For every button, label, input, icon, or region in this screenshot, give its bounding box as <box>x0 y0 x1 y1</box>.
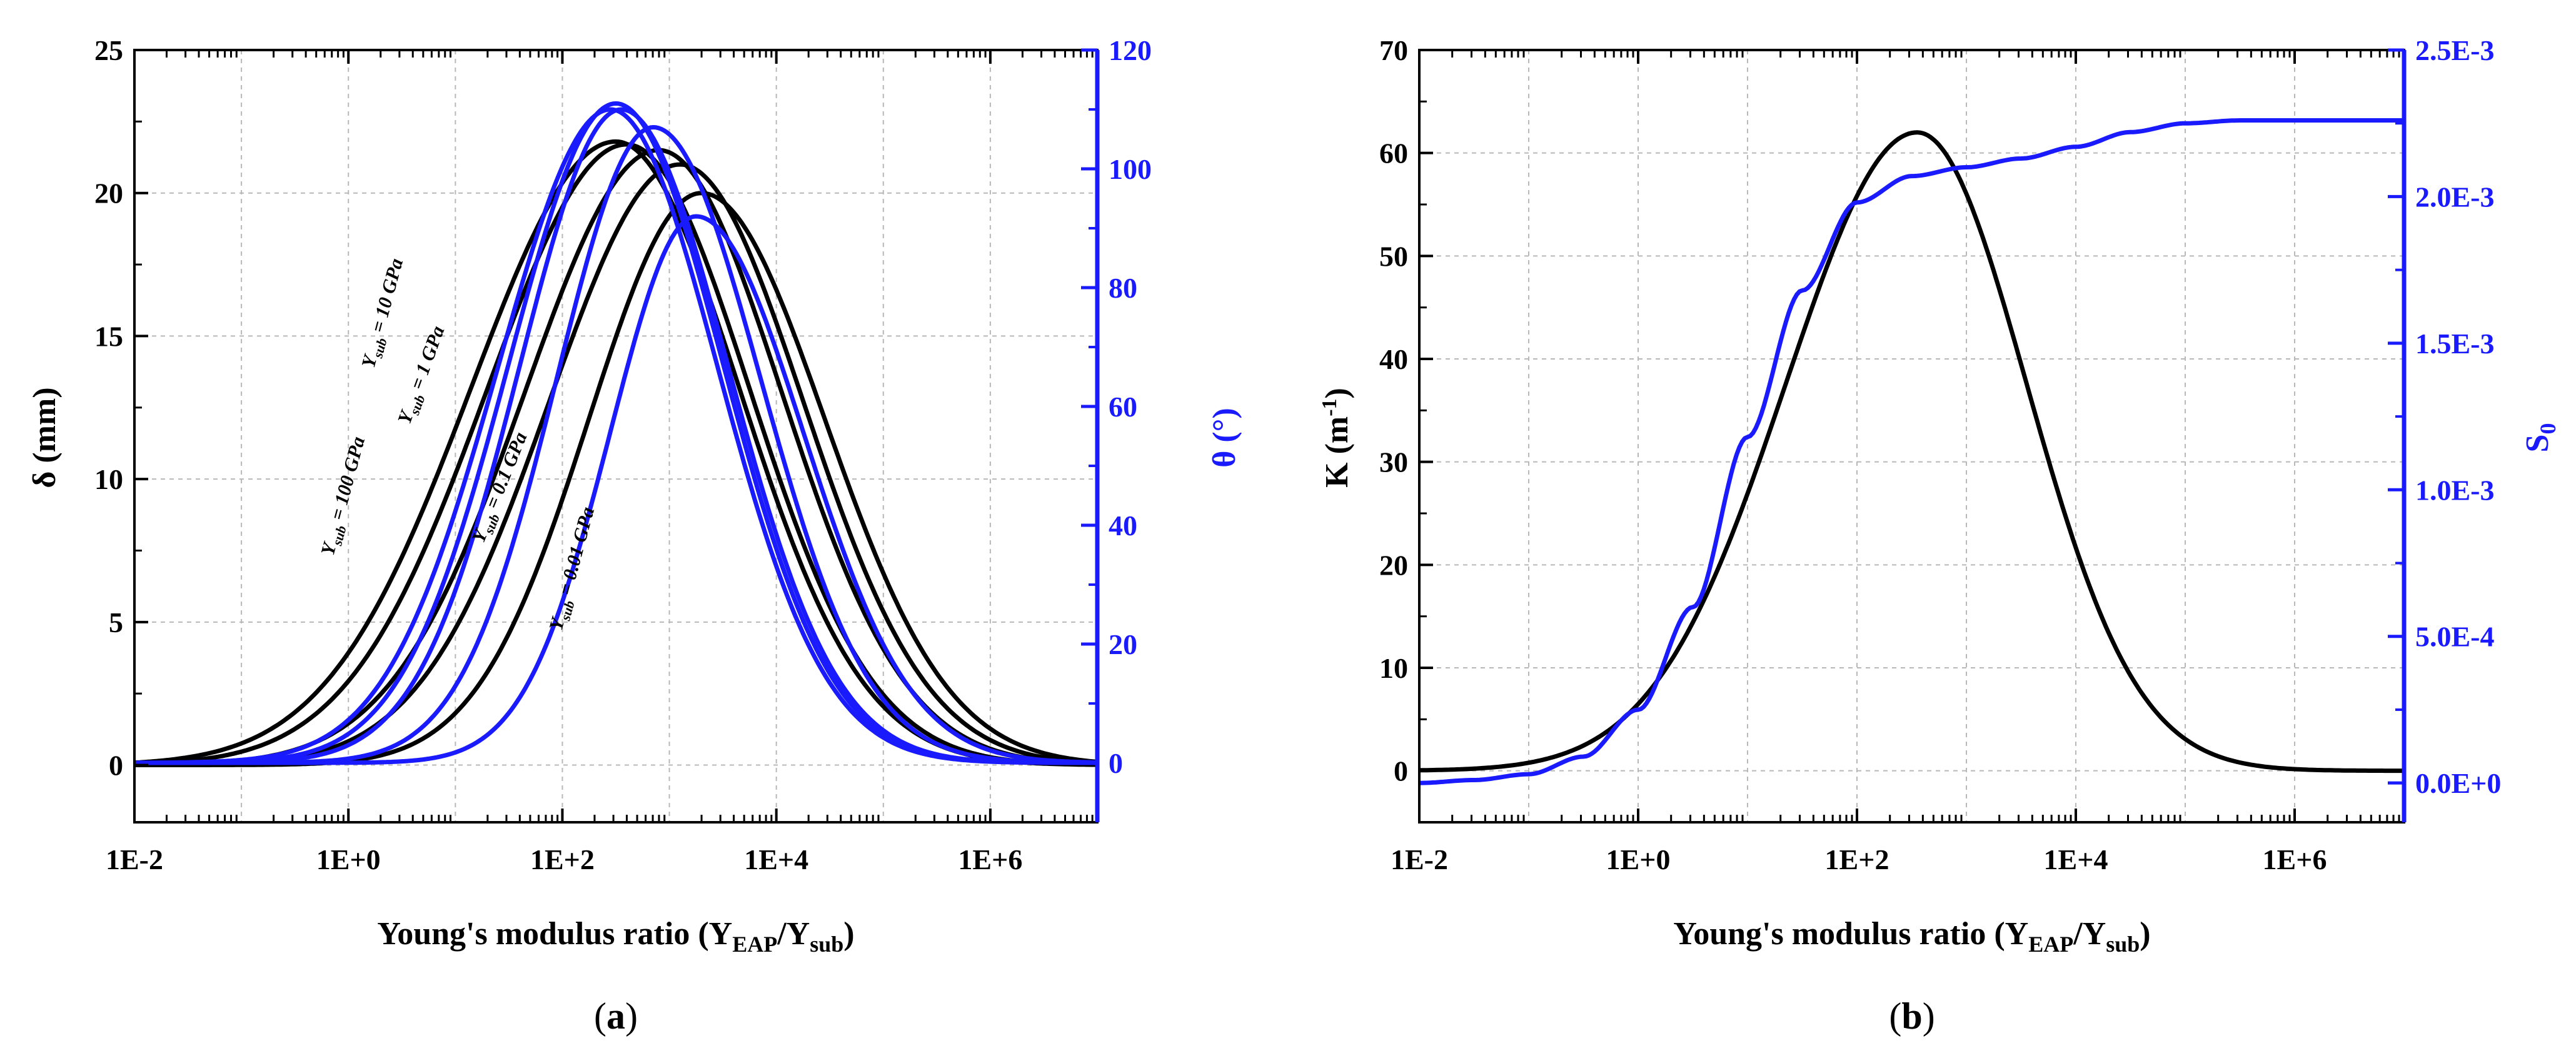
x-axis-title: Young's modulus ratio (YEAP/Ysub) <box>1673 916 2150 957</box>
series-line-8 <box>134 125 1097 765</box>
series-line-1 <box>1419 118 2404 785</box>
y-right-tick-label: 2.0E-3 <box>2415 181 2495 213</box>
series-line-6 <box>134 101 1097 765</box>
plot-frame <box>1418 49 2405 824</box>
y-left-tick-label: 30 <box>1379 446 1408 478</box>
grid-lines <box>134 49 1098 822</box>
series-line-5 <box>134 107 1097 765</box>
plot-frame <box>133 49 1099 824</box>
y-left-tick-label: 15 <box>94 320 123 352</box>
x-tick-label: 1E+4 <box>744 844 808 875</box>
series-line-7 <box>134 107 1097 765</box>
y-left-tick-labels: 0 10 20 30 40 50 60 70 <box>1379 34 1408 787</box>
panel-a-chart: 1E-2 1E+0 1E+2 1E+4 1E+6 0 5 10 15 20 25 0 20 40 60 8… <box>27 34 1242 1037</box>
panel-label: (b) <box>1889 995 1935 1037</box>
y-left-tick-label: 60 <box>1379 138 1408 169</box>
y-right-tick-label: 120 <box>1109 34 1152 66</box>
x-tick-labels: 1E-2 1E+0 1E+2 1E+4 1E+6 <box>1391 844 2327 875</box>
x-tick-label: 1E+4 <box>2044 844 2108 875</box>
x-tick-label: 1E+2 <box>1825 844 1889 875</box>
tick-marks <box>1418 48 2404 822</box>
y-right-tick-label: 60 <box>1109 391 1137 423</box>
label-ysub-100gpa: Ysub = 100 GPa <box>316 434 373 558</box>
y-left-tick-label: 70 <box>1379 34 1408 66</box>
y-left-tick-label: 25 <box>94 34 123 66</box>
y-left-tick-label: 10 <box>94 463 123 495</box>
y-left-axis-title: K (m-1) <box>1318 388 1355 488</box>
label-ysub-1gpa: Ysub = 1 GPa <box>393 323 453 428</box>
y-right-tick-label: 20 <box>1109 628 1137 660</box>
y-right-tick-label: 1.0E-3 <box>2415 474 2495 506</box>
label-ysub-10gpa: Ysub = 10 GPa <box>357 256 411 371</box>
y-right-tick-label: 100 <box>1109 153 1152 185</box>
y-left-tick-labels: 0 5 10 15 20 25 <box>94 34 123 782</box>
x-tick-label: 1E+0 <box>316 844 381 875</box>
grid-lines <box>1419 49 2405 822</box>
y-right-tick-label: 5.0E-4 <box>2415 621 2495 653</box>
x-tick-label: 1E+6 <box>2263 844 2327 875</box>
y-right-tick-labels: 0.0E+0 5.0E-4 1.0E-3 1.5E-3 2.0E-3 2.5E-3 <box>2415 34 2501 799</box>
y-right-axis-title: θ (°) <box>1207 408 1242 468</box>
series-line-1 <box>134 142 1098 767</box>
y-left-tick-label: 0 <box>109 750 123 782</box>
x-tick-label: 1E+6 <box>958 844 1022 875</box>
y-left-tick-label: 10 <box>1379 652 1408 684</box>
y-left-axis-title: δ (mm) <box>27 387 63 488</box>
x-tick-label: 1E+0 <box>1606 844 1671 875</box>
x-tick-label: 1E-2 <box>1391 844 1448 875</box>
curves <box>1419 118 2404 785</box>
y-right-tick-label: 2.5E-3 <box>2415 34 2495 66</box>
panel-b-chart: 1E-2 1E+0 1E+2 1E+4 1E+6 0 10 20 30 40 50 60 70 0.0… <box>1318 34 2560 1037</box>
y-right-tick-label: 0 <box>1109 747 1123 779</box>
x-tick-labels: 1E-2 1E+0 1E+2 1E+4 1E+6 <box>106 844 1022 875</box>
y-left-tick-label: 50 <box>1379 240 1408 272</box>
y-right-axis-title: S0 <box>2520 423 2560 453</box>
panel-label: (a) <box>594 995 638 1037</box>
x-tick-label: 1E+2 <box>530 844 595 875</box>
y-left-tick-label: 5 <box>109 607 123 638</box>
y-right-tick-labels: 0 20 40 60 80 100 120 <box>1109 34 1152 779</box>
series-line-3 <box>134 162 1098 767</box>
series-line-2 <box>134 148 1098 767</box>
y-right-tick-label: 0.0E+0 <box>2415 767 2501 799</box>
x-tick-label: 1E-2 <box>106 844 163 875</box>
x-axis-title: Young's modulus ratio (YEAP/Ysub) <box>377 916 854 957</box>
y-right-tick-label: 1.5E-3 <box>2415 328 2495 360</box>
y-right-tick-label: 40 <box>1109 510 1137 542</box>
y-left-tick-label: 0 <box>1394 755 1408 787</box>
tick-marks <box>133 48 1097 822</box>
series-line-0 <box>1419 130 2404 773</box>
y-left-tick-label: 20 <box>94 178 123 209</box>
series-line-9 <box>134 214 1097 765</box>
curves <box>134 101 1098 767</box>
y-right-tick-label: 80 <box>1109 272 1137 304</box>
y-left-tick-label: 20 <box>1379 549 1408 581</box>
y-left-tick-label: 40 <box>1379 343 1408 375</box>
